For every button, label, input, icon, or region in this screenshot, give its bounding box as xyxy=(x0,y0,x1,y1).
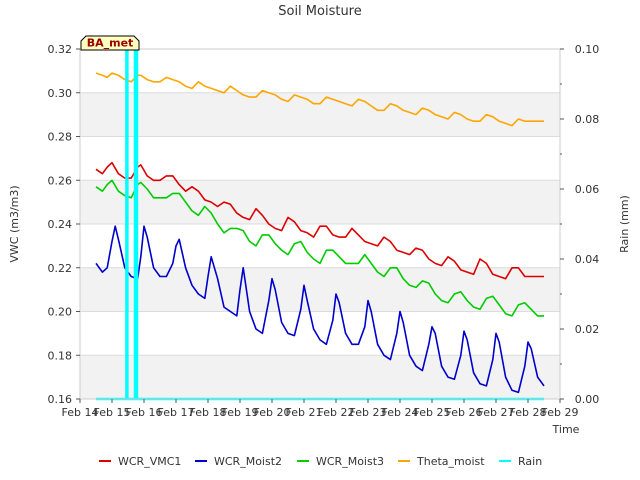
x-tick-label: Feb 15 xyxy=(94,406,131,419)
site-label-badge: BA_met xyxy=(80,35,140,51)
legend-label: WCR_VMC1 xyxy=(118,455,181,468)
y-tick-label: 0.18 xyxy=(48,349,73,362)
legend-label: Theta_moist xyxy=(416,455,485,468)
legend-label: WCR_Moist3 xyxy=(316,455,384,468)
x-tick-label: Feb 27 xyxy=(478,406,515,419)
y-right-axis-ticks: 0.00 0.02 0.04 0.06 0.08 0.10 xyxy=(560,43,599,406)
y-tick-label: 0.32 xyxy=(48,43,73,56)
x-tick-label: Feb 23 xyxy=(350,406,387,419)
legend: WCR_VMC1 WCR_Moist2 WCR_Moist3 Theta_moist R… xyxy=(99,455,542,468)
series-line-wcr-moist3 xyxy=(95,179,544,317)
x-tick-label: Feb 16 xyxy=(126,406,163,419)
x-tick-label: Feb 18 xyxy=(190,406,227,419)
x-tick-label: Feb 22 xyxy=(318,406,355,419)
grid-band xyxy=(80,180,560,224)
x-tick-label: Feb 14 xyxy=(62,406,99,419)
y-axis-ticks: 0.16 0.18 0.20 0.22 0.24 0.26 0.28 0.30 0.32 xyxy=(48,43,80,406)
x-tick-label: Feb 20 xyxy=(254,406,291,419)
legend-label: WCR_Moist2 xyxy=(214,455,282,468)
y-tick-label: 0.22 xyxy=(48,262,73,275)
grid-band xyxy=(80,267,560,312)
series-line-theta-moist xyxy=(95,72,544,127)
x-tick-label: Feb 25 xyxy=(414,406,451,419)
y-axis-label: VWC (m3/m3) xyxy=(8,185,21,262)
site-label: BA_met xyxy=(87,37,134,50)
y-right-axis-label: Rain (mm) xyxy=(618,195,631,253)
y-tick-label: 0.28 xyxy=(48,131,73,144)
grid-bands xyxy=(80,92,560,399)
y-right-tick-label: 0.02 xyxy=(575,323,600,336)
y-right-tick-label: 0.00 xyxy=(575,393,600,406)
y-tick-label: 0.24 xyxy=(48,218,73,231)
legend-label: Rain xyxy=(518,455,542,468)
series-line-wcr-vmc1 xyxy=(95,161,544,280)
x-tick-label: Feb 21 xyxy=(286,406,323,419)
grid-band xyxy=(80,355,560,399)
x-tick-label: Feb 24 xyxy=(382,406,419,419)
series-line-wcr-moist2 xyxy=(95,225,545,394)
y-right-tick-label: 0.06 xyxy=(575,183,600,196)
y-right-tick-label: 0.10 xyxy=(575,43,600,56)
chart-title: Soil Moisture xyxy=(278,4,362,19)
y-tick-label: 0.20 xyxy=(48,306,73,319)
x-tick-label: Feb 26 xyxy=(446,406,483,419)
x-axis-label: Time xyxy=(552,423,580,436)
y-tick-label: 0.16 xyxy=(48,393,73,406)
x-tick-label: Feb 19 xyxy=(222,406,259,419)
x-tick-label: Feb 17 xyxy=(158,406,195,419)
y-right-tick-label: 0.08 xyxy=(575,113,600,126)
grid-band xyxy=(80,92,560,137)
y-right-tick-label: 0.04 xyxy=(575,253,600,266)
y-tick-label: 0.26 xyxy=(48,174,73,187)
x-tick-label: Feb 28 xyxy=(510,406,547,419)
x-tick-label: Feb 29 xyxy=(542,406,579,419)
y-tick-label: 0.30 xyxy=(48,87,73,100)
